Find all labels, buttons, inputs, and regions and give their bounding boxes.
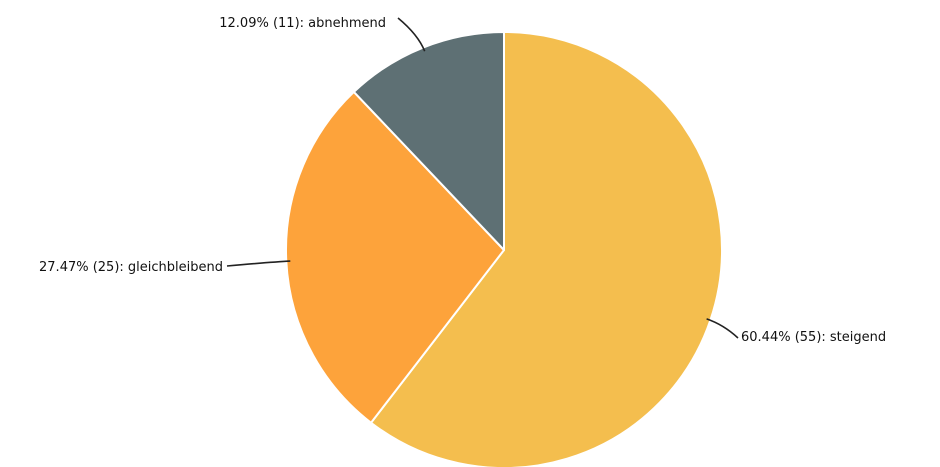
leader-lines xyxy=(226,17,739,339)
pie-slices xyxy=(285,31,723,467)
leader-line-steigend xyxy=(706,318,739,339)
slice-labels: 60.44% (55): steigend 27.47% (25): gleic… xyxy=(39,16,886,345)
leader-line-abnehmend xyxy=(397,17,426,52)
leader-line-gleichbleibend xyxy=(226,260,291,267)
slice-label-steigend: 60.44% (55): steigend xyxy=(741,330,886,345)
slice-label-abnehmend: 12.09% (11): abnehmend xyxy=(219,16,386,31)
slice-label-gleichbleibend: 27.47% (25): gleichbleibend xyxy=(39,260,223,275)
